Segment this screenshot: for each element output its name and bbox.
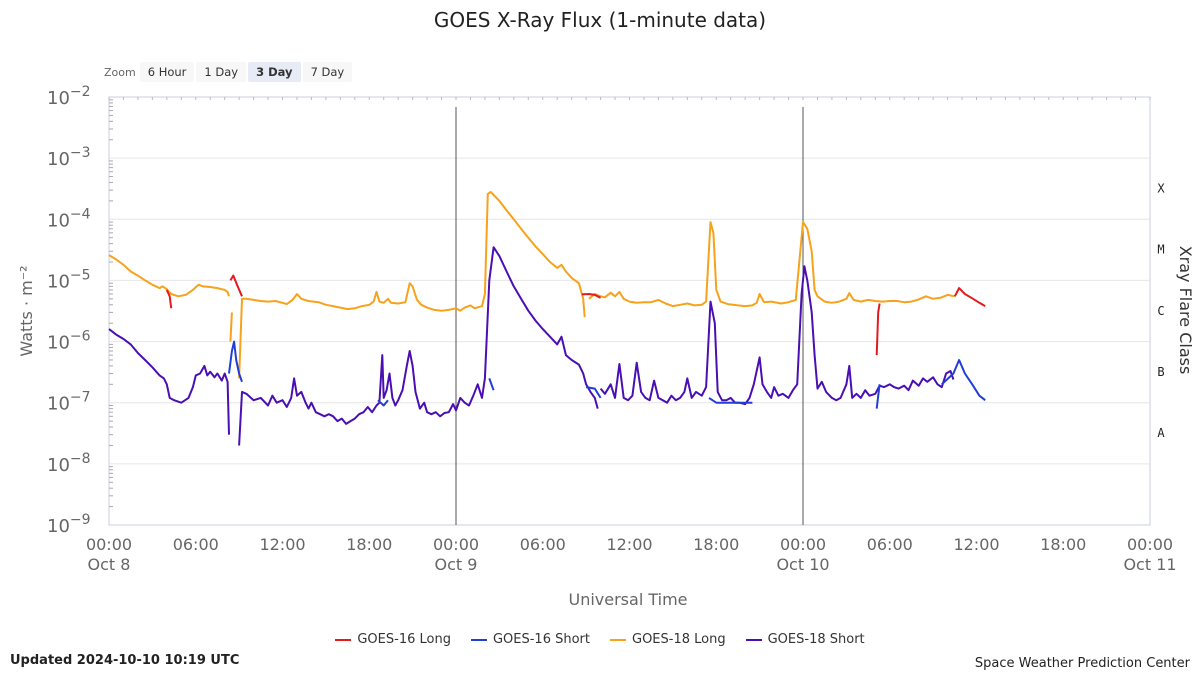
chart-title: GOES X-Ray Flux (1-minute data) [433,8,767,32]
x-tick-date-label: Oct 8 [88,555,131,574]
series-line-goes-18-short [108,328,230,435]
series-line-goes-16-short [585,386,602,399]
series-line-goes-16-short [875,384,881,409]
series-line-goes-16-long [875,303,881,356]
x-tick-label: 06:00 [173,535,219,554]
series-line-goes-16-long [165,289,173,309]
x-tick-label: 00:00 [1127,535,1173,554]
updated-timestamp: Updated 2024-10-10 10:19 UTC [10,653,240,668]
x-tick-date-label: Oct 11 [1123,555,1176,574]
flare-class-label: A [1157,426,1165,440]
x-tick-date-label: Oct 10 [776,555,829,574]
legend-item-goes18-short[interactable]: GOES-18 Short [745,632,865,647]
zoom-label: Zoom [104,65,136,79]
zoom-3-day-button[interactable]: 3 Day [248,62,301,82]
legend-item-goes16-long[interactable]: GOES-16 Long [335,632,451,647]
series-line-goes-18-short [238,246,599,446]
grid-layer [108,96,1151,526]
series-line-goes-16-long [229,274,243,297]
x-tick-label: 12:00 [259,535,305,554]
series-line-goes-16-long [581,293,602,299]
legend-swatch [610,638,626,641]
y2-axis-title: Xray Flare Class [1176,246,1195,375]
series-layer [108,190,986,446]
flare-class-label: X [1157,182,1165,196]
legend-label: GOES-16 Long [357,632,451,647]
x-tick-label: 12:00 [606,535,652,554]
y-tick-label: 10−6 [47,329,91,354]
zoom-bar: Zoom 6 Hour 1 Day 3 Day 7 Day [104,60,354,84]
x-tick-label: 06:00 [867,535,913,554]
legend-item-goes16-short[interactable]: GOES-16 Short [470,632,590,647]
x-tick-date-label: Oct 9 [435,555,478,574]
y-tick-label: 10−7 [47,390,91,415]
series-line-goes-18-short [599,265,955,406]
series-line-goes-18-long [108,254,230,298]
credits-link[interactable]: Space Weather Prediction Center [974,656,1190,671]
series-line-goes-18-long [588,221,955,308]
flare-class-label: C [1157,304,1164,318]
y-tick-label: 10−3 [47,145,91,170]
legend-swatch [470,638,487,641]
flare-class-label: M [1157,243,1164,257]
series-line-goes-16-short [228,340,243,383]
y-tick-label: 10−8 [47,451,91,476]
series-line-goes-16-short [488,378,495,391]
zoom-6-hour-button[interactable]: 6 Hour [139,62,195,82]
flare-class-label: B [1157,365,1164,379]
zoom-7-day-button[interactable]: 7 Day [302,62,353,82]
y-tick-label: 10−2 [47,84,91,109]
chart-legend: GOES-16 Long GOES-16 Short GOES-18 Long … [0,632,1200,647]
series-line-goes-16-long [953,287,986,307]
x-axis-title: Universal Time [568,590,687,609]
series-line-goes-16-short [377,399,389,407]
x-tick-label: 00:00 [433,535,479,554]
series-line-goes-18-long [229,312,233,342]
x-tick-label: 18:00 [693,535,739,554]
legend-swatch [745,638,762,641]
x-tick-label: 06:00 [520,535,566,554]
x-tick-label: 18:00 [1040,535,1086,554]
series-line-goes-18-long [238,190,586,379]
series-line-goes-16-short [941,359,986,401]
legend-label: GOES-18 Short [767,632,865,647]
x-tick-label: 12:00 [953,535,999,554]
y-tick-label: 10−5 [47,267,91,292]
x-tick-label: 00:00 [780,535,826,554]
plot-frame [108,96,1151,526]
legend-label: GOES-16 Short [492,632,590,647]
legend-label: GOES-18 Long [632,632,726,647]
y-axis-title: Watts · m⁻² [17,265,36,356]
legend-item-goes18-long[interactable]: GOES-18 Long [610,632,726,647]
y-tick-label: 10−9 [47,512,91,537]
x-tick-label: 18:00 [346,535,392,554]
axis-layer: 10−910−810−710−610−510−410−310−200:00Oct… [17,84,1195,609]
legend-swatch [335,638,352,641]
y-tick-label: 10−4 [47,206,91,231]
x-tick-label: 00:00 [86,535,132,554]
series-line-goes-16-short [708,397,753,404]
zoom-1-day-button[interactable]: 1 Day [196,62,247,82]
